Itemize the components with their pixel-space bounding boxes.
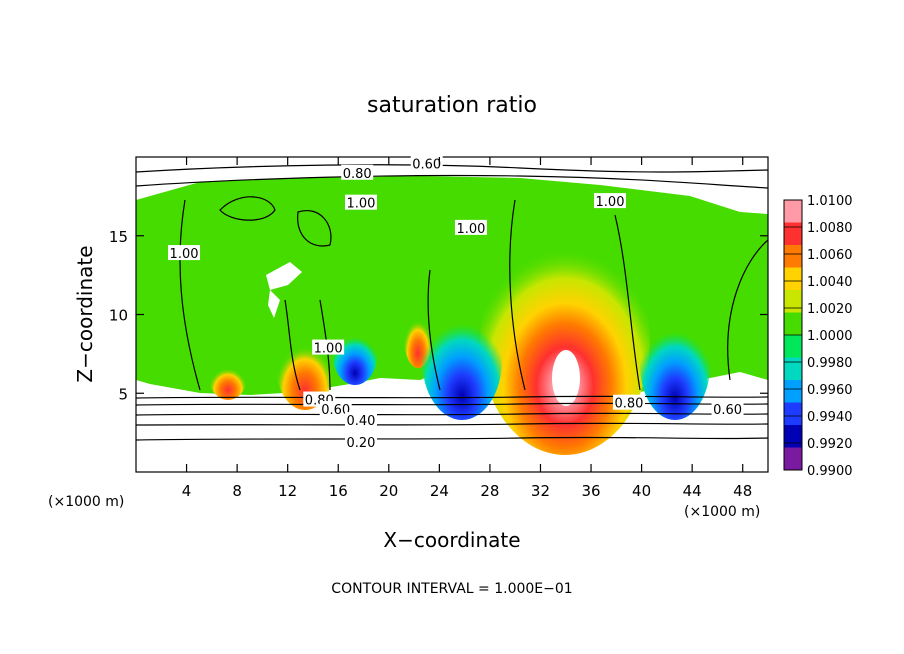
contour-label: 1.00: [456, 222, 485, 237]
gap-cloud: [266, 262, 302, 290]
colorbar-label: 0.9900: [807, 464, 853, 479]
contour-label: 0.60: [321, 403, 350, 418]
colorbar-label: 1.0000: [807, 329, 853, 344]
x-unit-label: (×1000 m): [48, 494, 124, 510]
y-axis-label: Z−coordinate: [73, 245, 97, 382]
contour-label: 1.00: [347, 197, 376, 212]
x-tick-label: 16: [329, 482, 348, 500]
contour-label-bg: [312, 339, 345, 355]
x-tick-label: 36: [581, 482, 600, 500]
contour-label-bg: [612, 394, 645, 410]
colorbar-label: 1.0100: [807, 194, 853, 209]
contour-label: 0.20: [347, 436, 376, 451]
contour-label-bg: [341, 164, 374, 180]
y-tick-label: 5: [118, 385, 128, 403]
contour-label: 0.60: [412, 157, 441, 172]
contour-label: 0.80: [343, 167, 372, 182]
colorbar-swatch: [784, 380, 802, 403]
colorbar-swatch: [784, 425, 802, 448]
contour-label-bg: [711, 401, 744, 416]
x-axis-label: X−coordinate: [383, 528, 520, 552]
colorbar-swatch: [784, 267, 802, 291]
x-tick-label: 20: [379, 482, 398, 500]
colorbar-swatch: [784, 447, 802, 471]
gap-cloud-2: [268, 290, 280, 318]
chart-title: saturation ratio: [367, 93, 537, 118]
x-tick-label: 12: [278, 482, 297, 500]
contour-label-bg: [344, 194, 377, 210]
colorbar-swatch: [784, 312, 802, 336]
contour-label-bg: [344, 434, 377, 450]
x-tick-label: 32: [531, 482, 550, 500]
contour-label: 1.00: [314, 342, 343, 357]
humid-plume-small-left: [210, 360, 246, 400]
colorbar-label: 0.9960: [807, 383, 853, 398]
y-tick-label: 10: [109, 307, 128, 325]
x-tick-label: 40: [632, 482, 651, 500]
humid-plume-right: [480, 225, 650, 455]
x-tick-label: 48: [733, 482, 752, 500]
x-axis: 4 8 12 16 20 24 28 32 36 40 44 48: [182, 157, 752, 500]
colorbar-swatch: [784, 222, 802, 246]
x-tick-label: 28: [480, 482, 499, 500]
colorbar-swatch: [784, 402, 802, 426]
dry-region-center: [422, 300, 502, 420]
contour-label-bg: [454, 219, 487, 235]
moist-peak-core: [552, 350, 580, 406]
colorbar-label: 0.9940: [807, 410, 853, 425]
contour-label-bg: [594, 193, 626, 209]
contour-label: 0.80: [614, 397, 643, 412]
contour-interval-label: CONTOUR INTERVAL = 1.000E−01: [331, 581, 572, 597]
colorbar-swatch: [784, 290, 802, 313]
plot-area: [136, 157, 768, 472]
x-unit-label-right: (×1000 m): [684, 504, 760, 520]
contour-label-bg: [319, 401, 352, 416]
y-tick-label: 15: [109, 228, 128, 246]
colorbar-label: 1.0060: [807, 248, 853, 263]
contour-label-bg: [168, 245, 201, 261]
x-tick-label: 4: [182, 482, 192, 500]
contour-lines: [136, 164, 768, 441]
colorbar-label: 1.0040: [807, 275, 853, 290]
contour-label: 0.40: [347, 414, 376, 429]
contour-label: 1.00: [170, 247, 199, 262]
contour-label-bg: [410, 155, 443, 171]
contour-label-bg: [344, 412, 377, 428]
contour-label: 1.00: [596, 195, 625, 210]
colorbar-label: 0.9980: [807, 356, 853, 371]
contour-label: 0.60: [713, 403, 742, 418]
contour-label-layer: 0.600.801.001.001.001.001.000.800.600.40…: [168, 155, 744, 451]
y-axis: 5 10 15: [109, 228, 768, 403]
x-tick-label: 44: [683, 482, 702, 500]
dry-region-right: [640, 310, 710, 420]
colorbar-label: 1.0020: [807, 302, 853, 317]
colorbar-swatch: [784, 245, 802, 268]
colorbar-swatch: [784, 200, 802, 223]
colorbar: 1.0100 1.0080 1.0060 1.0040 1.0020 1.0000 0.99…: [783, 194, 853, 479]
colorbar-swatch: [784, 357, 802, 381]
colorbar-label: 1.0080: [807, 221, 853, 236]
colorbar-swatch: [784, 335, 802, 358]
colorbar-label: 0.9920: [807, 437, 853, 452]
x-tick-label: 8: [232, 482, 242, 500]
x-tick-label: 24: [430, 482, 449, 500]
